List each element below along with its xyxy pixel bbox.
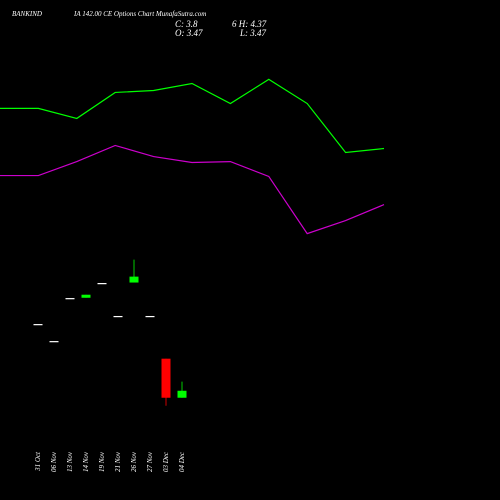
x-tick-label: 19 Nov xyxy=(98,451,106,472)
candle-body xyxy=(81,294,91,298)
x-tick-label: 26 Nov xyxy=(130,451,138,472)
chart-title: BANKIND xyxy=(12,10,42,18)
x-tick-label: 21 Nov xyxy=(114,451,122,472)
candle-body xyxy=(161,358,171,398)
x-tick-label: 14 Nov xyxy=(82,451,90,472)
line xyxy=(0,144,385,235)
candle-body xyxy=(177,390,187,398)
x-tick-label: 31 Oct xyxy=(34,451,42,472)
x-tick-label: 13 Nov xyxy=(66,451,74,472)
chart-subtitle: IA 142.00 CE Options Chart MunafaSutra.c… xyxy=(73,10,206,18)
candle-body xyxy=(97,283,107,285)
annotation: C: 3.8 xyxy=(175,19,198,29)
candle-body xyxy=(113,315,123,318)
annotation: O: 3.47 xyxy=(175,28,203,38)
annotation: L: 3.47 xyxy=(239,28,267,38)
candle-body xyxy=(33,324,43,326)
x-tick-label: 06 Nov xyxy=(50,451,58,472)
x-tick-label: 04 Dec xyxy=(178,451,186,472)
candle-body xyxy=(65,298,75,300)
candle-body xyxy=(145,315,155,318)
annotation: 6 H: 4.37 xyxy=(232,19,267,29)
x-tick-label: 03 Dec xyxy=(162,451,170,472)
x-tick-label: 27 Nov xyxy=(146,451,154,472)
candle-body xyxy=(129,276,139,283)
candle-body xyxy=(49,341,59,343)
line xyxy=(0,78,385,154)
